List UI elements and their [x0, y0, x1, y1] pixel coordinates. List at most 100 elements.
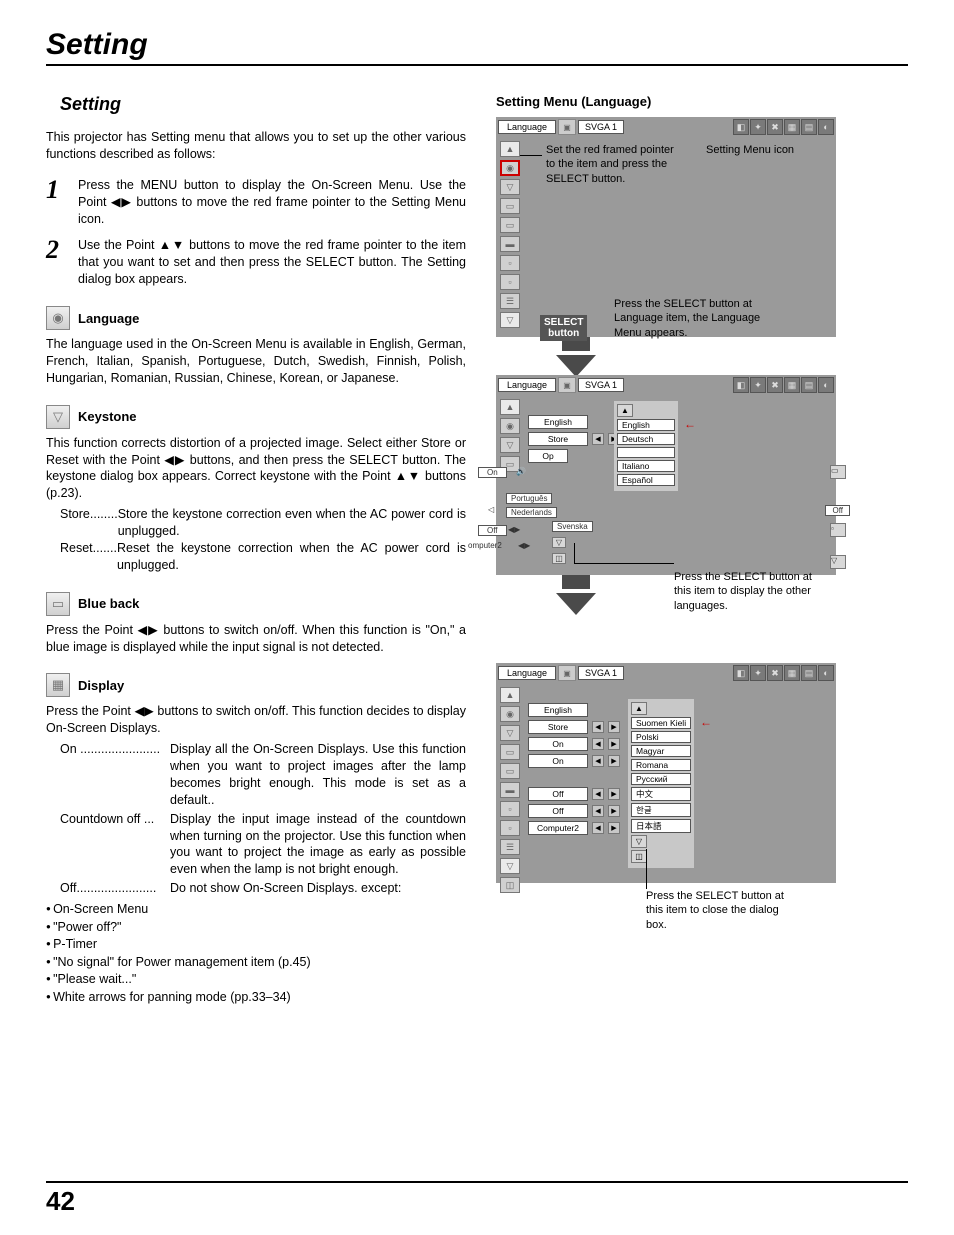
- ceiling-icon: ▫: [500, 801, 520, 817]
- toolbar-icon: ✦: [750, 665, 766, 681]
- toolbar-icon: ▤: [801, 377, 817, 393]
- arrow-down-icon: ▽: [500, 312, 520, 328]
- arrow-stem: [562, 575, 590, 589]
- menu-panel-3: Language ▣ SVGA 1 ◧✦✖▦▤◐ ▲ ◉ ▽ ▭ ▭ ▬ ▫: [496, 663, 836, 883]
- row-item: English: [528, 703, 620, 717]
- system-icon: ▣: [558, 377, 576, 393]
- callout-5: Press the SELECT button at this item to …: [646, 889, 796, 932]
- lang-option: Romana: [631, 759, 691, 771]
- lang-option: Suomen Kieli: [631, 717, 691, 729]
- def-term: Store: [60, 506, 90, 540]
- lang-option: Magyar: [631, 745, 691, 757]
- toolbar-icon: ◧: [733, 665, 749, 681]
- blueback-icon: ▭: [500, 198, 520, 214]
- toolbar-icon: ✖: [767, 119, 783, 135]
- def-term: Countdown off ...: [60, 811, 170, 879]
- side-icons: ▲ ◉ ▽ ▭: [500, 399, 522, 472]
- lr-icon: ◀▶: [508, 525, 520, 534]
- v: Off: [528, 787, 588, 801]
- rear-icon: ▫: [500, 274, 520, 290]
- right-icon: ▶: [608, 738, 620, 750]
- frag: Português: [506, 493, 552, 504]
- frag-on: On: [478, 467, 507, 478]
- logo-icon: ▬: [500, 782, 520, 798]
- v: English: [528, 703, 588, 717]
- speaker-icon: 🔊: [516, 467, 526, 476]
- frag-off: Off: [478, 525, 507, 536]
- def-desc: Do not show On-Screen Displays. except:: [170, 880, 466, 897]
- def-term: Off.......................: [60, 880, 170, 897]
- keystone-icon: ▽: [46, 405, 70, 429]
- toolbar-icon: ◧: [733, 377, 749, 393]
- keystone-icon: ▽: [500, 437, 520, 453]
- toolbar-icon: ✦: [750, 119, 766, 135]
- row-item: Computer2◀▶: [528, 821, 620, 835]
- icon: ▫: [830, 523, 846, 537]
- t: Off: [60, 881, 76, 895]
- logo-icon: ▬: [500, 236, 520, 252]
- value-column: English Store◀▶ Op: [528, 399, 620, 472]
- toolbar-icons: ◧✦✖▦▤◐: [733, 665, 834, 681]
- lang-option: Italiano: [617, 460, 675, 472]
- left-icon: ◀: [592, 738, 604, 750]
- def-dots: .......: [93, 540, 117, 574]
- big-arrow-icon: [556, 355, 596, 377]
- display-icon: ▦: [46, 673, 70, 697]
- lang-option: [617, 447, 675, 458]
- step-number: 1: [46, 177, 64, 228]
- keystone-body: This function corrects distortion of a p…: [46, 435, 466, 503]
- display-icon: ▭: [500, 763, 520, 779]
- arrow-down-icon: ▽: [552, 537, 566, 548]
- display-icon: ▭: [500, 217, 520, 233]
- row-item: On◀▶: [528, 754, 620, 768]
- menu-body: ▲ ◉ ▽ ▭ ▭ ▬ ▫ ▫ ☰ ▽ Set the red framed p…: [496, 137, 836, 337]
- arrow-up-icon: ▲: [631, 702, 647, 715]
- bullet: On-Screen Menu: [46, 901, 466, 919]
- d: ...: [140, 812, 154, 826]
- v: Computer2: [528, 821, 588, 835]
- lang-option: Español: [617, 474, 675, 486]
- lang-option: English: [617, 419, 675, 431]
- globe-icon: ◉: [46, 306, 70, 330]
- language-popup-1: ▲ English Deutsch Italiano Español: [614, 401, 678, 491]
- t: Countdown off: [60, 812, 140, 826]
- t: On: [60, 742, 77, 756]
- left-icon: ◀: [592, 433, 604, 445]
- globe-icon: ◉: [500, 706, 520, 722]
- toolbar-icon: ✦: [750, 377, 766, 393]
- display-heading: ▦ Display: [46, 673, 466, 697]
- menu-panel-2: Language ▣ SVGA 1 ◧✦✖▦▤◐ ▲ ◉ ▽ ▭: [496, 375, 836, 655]
- right-heading: Setting Menu (Language): [496, 94, 836, 109]
- toolbar-icon: ◐: [818, 377, 834, 393]
- arrow-up-icon: ▲: [617, 404, 633, 417]
- callout-4: Press the SELECT button at this item to …: [674, 570, 814, 613]
- page-title: Setting: [46, 28, 908, 66]
- left-icon: ◀: [592, 805, 604, 817]
- left-icon: ◀: [592, 755, 604, 767]
- heading-label: Display: [78, 678, 124, 693]
- close-icon: ◫: [552, 553, 566, 564]
- bullet: "Please wait...": [46, 971, 466, 989]
- frag-off: Off: [825, 505, 850, 516]
- blueback-body: Press the Point ◀▶ buttons to switch on/…: [46, 622, 466, 656]
- right-icon: ▶: [608, 805, 620, 817]
- row-item: Off◀▶: [528, 787, 620, 801]
- menu-body: ▲ ◉ ▽ ▭ ▭ ▬ ▫ ▫ ☰ ▽ ◫ English: [496, 683, 836, 883]
- input-icon: ☰: [500, 293, 520, 309]
- bullet: "No signal" for Power management item (p…: [46, 954, 466, 972]
- arrow-down-icon: ▽: [830, 555, 846, 569]
- red-arrow-icon: ←: [700, 715, 712, 729]
- lr-icon: ◀▶: [518, 541, 530, 550]
- toolbar-icon: ◐: [818, 665, 834, 681]
- frag: Nederlands: [506, 507, 557, 518]
- row-item: Store◀▶: [528, 720, 620, 734]
- section-subtitle: Setting: [60, 94, 466, 115]
- v: On: [528, 737, 588, 751]
- heading-label: Blue back: [78, 596, 139, 611]
- toolbar-icon: ▤: [801, 665, 817, 681]
- callout-1: Set the red framed pointer to the item a…: [546, 143, 676, 186]
- step-number: 2: [46, 237, 64, 288]
- keystone-icon: ▽: [500, 179, 520, 195]
- select-button-label: SELECT button: [540, 315, 587, 341]
- bullet: "Power off?": [46, 919, 466, 937]
